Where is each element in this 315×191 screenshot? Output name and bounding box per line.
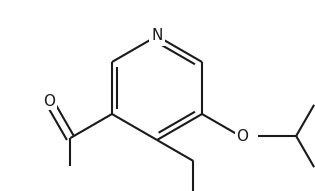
Text: O: O xyxy=(236,129,248,143)
Text: N: N xyxy=(151,28,163,44)
Text: O: O xyxy=(43,94,55,109)
